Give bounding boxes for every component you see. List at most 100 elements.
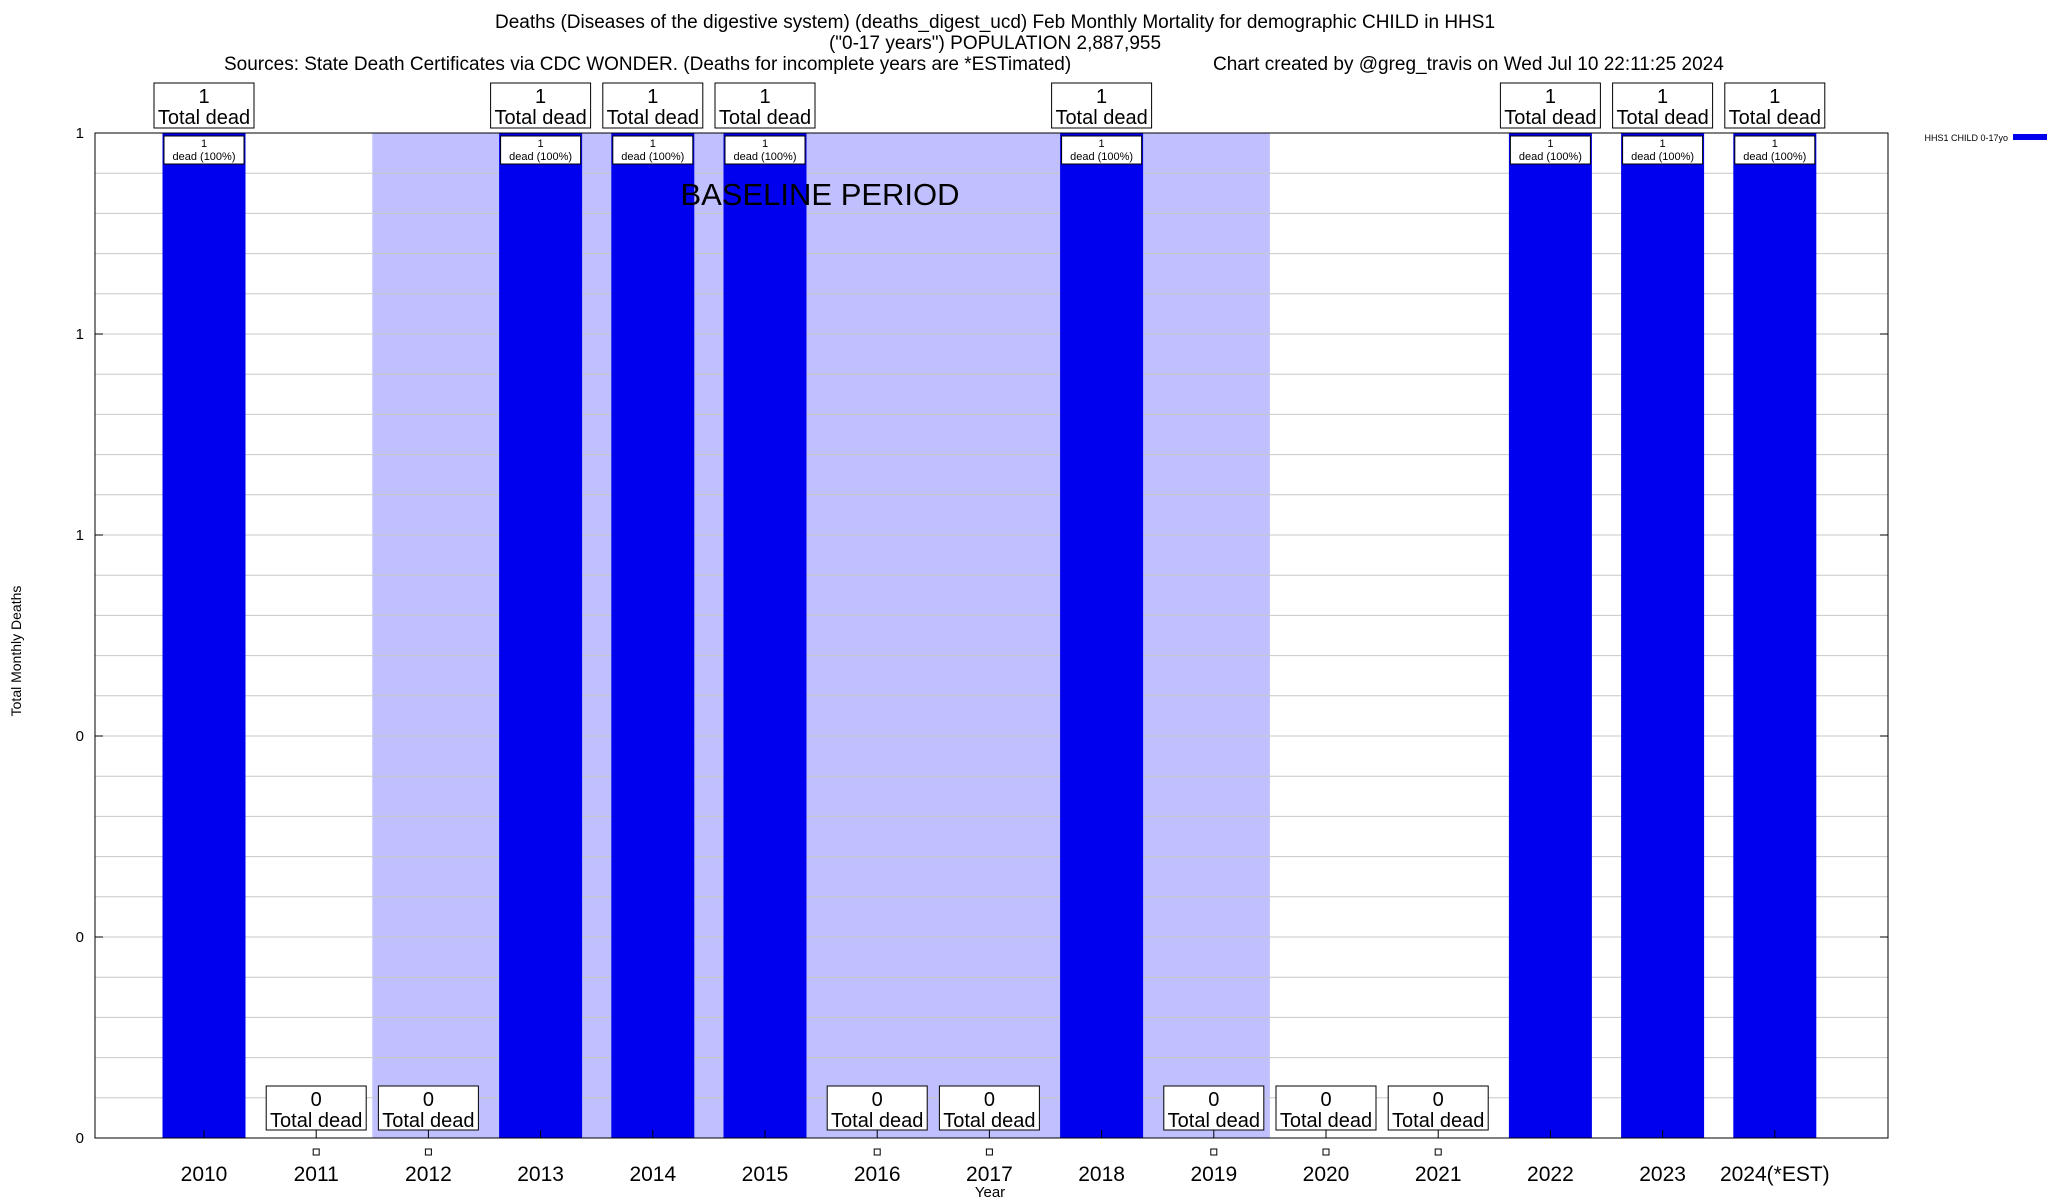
total-box [1275, 1085, 1377, 1131]
x-axis-label: Year [975, 1184, 1005, 1200]
total-value-label: 0 [984, 1089, 995, 1111]
zero-marker [424, 1148, 432, 1156]
bar-value-box [1061, 135, 1143, 165]
total-caption-label: Total dead [943, 1110, 1035, 1132]
chart-subtitle: ("0-17 years") POPULATION 2,887,955 [828, 33, 1162, 54]
bar-percent-label: dead (100%) [1070, 151, 1133, 163]
total-value-label: 0 [1433, 1089, 1444, 1111]
total-caption-label: Total dead [1280, 1110, 1372, 1132]
bar [611, 133, 695, 1138]
bar-percent-label: dead (100%) [509, 151, 572, 163]
bar [162, 133, 246, 1138]
bar-value-label: 1 [1772, 138, 1778, 150]
x-tick-label: 2012 [405, 1163, 452, 1186]
total-box [490, 82, 592, 129]
y-tick-label: 0 [76, 1130, 84, 1147]
total-caption-label: Total dead [158, 107, 250, 129]
bar-value-box [724, 135, 806, 165]
bar-value-box [612, 135, 694, 165]
total-caption-label: Total dead [719, 107, 811, 129]
bar-percent-label: dead (100%) [621, 151, 684, 163]
total-caption-label: Total dead [831, 1110, 923, 1132]
bar [1733, 133, 1817, 1138]
total-caption-label: Total dead [270, 1110, 362, 1132]
bar [499, 133, 583, 1138]
y-tick-label: 1 [76, 326, 84, 343]
total-box [1612, 82, 1714, 129]
plot-frame [94, 132, 1889, 1139]
total-value-label: 1 [647, 86, 658, 108]
x-tick-label: 2019 [1190, 1163, 1237, 1186]
y-axis-label: Total Monthly Deaths [8, 586, 24, 717]
x-tick-label: 2015 [742, 1163, 789, 1186]
legend-series-swatch [2013, 134, 2047, 140]
bar-percent-label: dead (100%) [1743, 151, 1806, 163]
bar-value-label: 1 [762, 138, 768, 150]
axes-layer: 0 0 0 1 1 1 2010 2011 2012 2013 2014 2015 2016 2017 20… [76, 125, 1889, 1186]
x-tick-label: 2023 [1639, 1163, 1686, 1186]
total-value-label: 1 [759, 86, 770, 108]
x-tick-label: 2018 [1078, 1163, 1125, 1186]
bar-value-label: 1 [538, 138, 544, 150]
x-tick-label: 2010 [181, 1163, 228, 1186]
total-value-label: 1 [1657, 86, 1668, 108]
bar [723, 133, 807, 1138]
bar [1508, 133, 1592, 1138]
bar-value-label: 1 [1547, 138, 1553, 150]
total-value-label: 0 [872, 1089, 883, 1111]
bar-value-label: 1 [1099, 138, 1105, 150]
x-tick-label: 2021 [1415, 1163, 1462, 1186]
bar [1060, 133, 1144, 1138]
zero-marker [312, 1148, 320, 1156]
total-caption-label: Total dead [1168, 1110, 1260, 1132]
total-value-label: 1 [535, 86, 546, 108]
zero-marker [873, 1148, 881, 1156]
total-box [1163, 1085, 1265, 1131]
bar-percent-label: dead (100%) [734, 151, 797, 163]
legend-series-name: HHS1 CHILD 0-17yo [1924, 133, 2008, 143]
chart-sources: Sources: State Death Certificates via CD… [224, 54, 1072, 75]
zero-marker [1434, 1148, 1442, 1156]
baseline-period-label: BASELINE PERIOD [680, 177, 959, 212]
total-caption-label: Total dead [1504, 107, 1596, 129]
total-box [377, 1085, 479, 1131]
total-value-label: 1 [1096, 86, 1107, 108]
total-box [1499, 82, 1601, 129]
x-tick-label: 2014 [629, 1163, 676, 1186]
bar-percent-label: dead (100%) [173, 151, 236, 163]
bar-percent-label: dead (100%) [1631, 151, 1694, 163]
total-box [1387, 1085, 1489, 1131]
total-box [826, 1085, 928, 1131]
x-tick-label: 2022 [1527, 1163, 1574, 1186]
total-caption-label: Total dead [1055, 107, 1147, 129]
bar-value-box [1734, 135, 1816, 165]
total-box [602, 82, 704, 129]
bar-value-label: 1 [1660, 138, 1666, 150]
bar-value-box [500, 135, 582, 165]
total-value-label: 1 [1769, 86, 1780, 108]
total-value-label: 0 [423, 1089, 434, 1111]
total-caption-label: Total dead [494, 107, 586, 129]
chart-credit: Chart created by @greg_travis on Wed Jul… [1213, 54, 1724, 75]
total-caption-label: Total dead [1616, 107, 1708, 129]
bar-percent-label: dead (100%) [1519, 151, 1582, 163]
x-tick-label: 2013 [517, 1163, 564, 1186]
y-tick-label: 1 [76, 125, 84, 142]
total-box [265, 1085, 367, 1131]
total-value-label: 0 [1320, 1089, 1331, 1111]
total-box [1724, 82, 1826, 129]
x-tick-label: 2011 [294, 1163, 339, 1186]
total-caption-label: Total dead [382, 1110, 474, 1132]
bar [1621, 133, 1705, 1138]
total-value-label: 1 [1545, 86, 1556, 108]
bar-value-box [1622, 135, 1704, 165]
total-caption-label: Total dead [1392, 1110, 1484, 1132]
y-tick-label: 0 [76, 929, 84, 946]
bar-value-label: 1 [650, 138, 656, 150]
zero-marker [985, 1148, 993, 1156]
zero-marker [1210, 1148, 1218, 1156]
total-box [714, 82, 816, 129]
